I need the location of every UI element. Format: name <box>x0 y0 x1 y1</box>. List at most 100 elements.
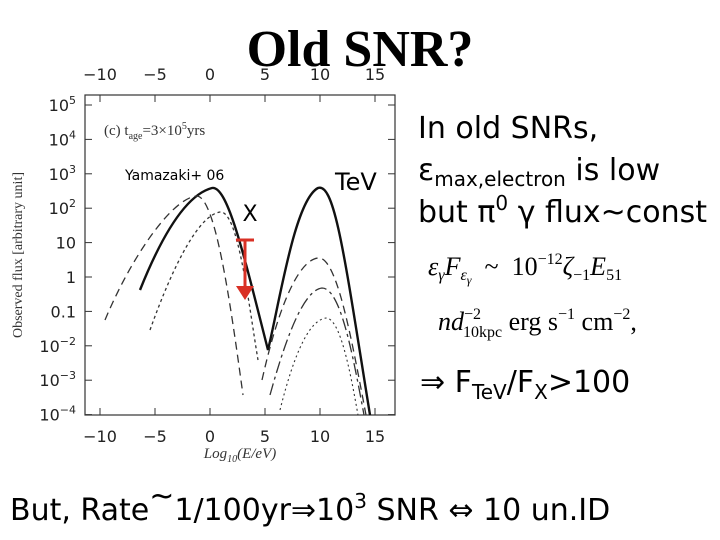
top-tick-label: −10 <box>83 65 117 84</box>
top-tick-label: −5 <box>143 65 167 84</box>
y-axis-label: Observed flux [arbitrary unit] <box>11 172 26 338</box>
y-tick-exp: 4 <box>69 128 76 141</box>
bottom-sup: 3 <box>354 489 367 513</box>
y-tick-base: 0.1 <box>51 302 76 321</box>
pion-curve <box>269 287 365 416</box>
plot-frame <box>84 94 396 416</box>
y-tick-exp: 3 <box>69 163 76 176</box>
f-part: nd <box>438 307 465 336</box>
y-tick-base: 10 <box>39 406 59 425</box>
panel-sup: 5 <box>182 121 187 132</box>
y-tick-base: 10 <box>49 199 69 218</box>
f-part: ζ <box>563 252 575 281</box>
note-part: ε <box>418 153 434 188</box>
f-part: F <box>444 252 462 281</box>
panel-part: yrs <box>187 123 205 139</box>
y-tick-base: 10 <box>49 130 69 149</box>
ic-curve <box>261 257 367 416</box>
note-sub: max,electron <box>434 167 566 191</box>
bottom-tick-label: 0 <box>205 427 215 446</box>
bottom-tick-label: 5 <box>260 427 270 446</box>
top-tick-label: 0 <box>205 65 215 84</box>
bottom-line: But, Rate~1/100yr⇒103 SNR ⇔ 10 un.ID <box>10 479 610 528</box>
y-tick-exp: −3 <box>60 369 76 382</box>
y-tick-exp: 5 <box>69 94 76 107</box>
top-tick-label: 15 <box>365 65 385 84</box>
bottom-tick-label: −10 <box>83 427 117 446</box>
f-part: ε <box>428 252 439 281</box>
panel-part: =3×10 <box>142 123 181 139</box>
y-tick-base: 10 <box>39 337 59 356</box>
note-line: but π0 γ flux~const <box>418 191 707 230</box>
panel-part: (c) t <box>104 123 129 139</box>
note-line: In old SNRs, <box>418 111 598 146</box>
bottom-tick-label: −5 <box>143 427 167 446</box>
y-tick-exp: −4 <box>60 404 76 417</box>
note-part: but π <box>418 195 495 230</box>
tev-band-label: TeV <box>334 168 377 196</box>
f-sub: 10kpc <box>463 324 502 341</box>
f-part: erg s <box>502 307 558 336</box>
ratio-part: ⇒ F <box>420 365 472 400</box>
panel-sub: age <box>129 131 143 142</box>
f-sup: −2 <box>464 306 481 323</box>
top-tick-label: 10 <box>310 65 330 84</box>
ratio-sub: TeV <box>471 380 507 404</box>
f-sub: γ <box>467 273 472 287</box>
panel-label: (c) tage=3×105yrs <box>104 121 205 142</box>
bottom-part: But, Rate <box>10 493 149 528</box>
y-tick-exp: −2 <box>60 335 76 348</box>
note-part: γ flux~const <box>508 195 707 230</box>
x-band-label: X <box>242 202 257 227</box>
y-tick-base: 10 <box>56 234 76 253</box>
y-tick-base: 1 <box>66 268 76 287</box>
ratio-sub: X <box>534 380 548 404</box>
figure: −10 −5 0 5 10 15−10 −5 0 5 10 151051041031021010.1… <box>11 65 396 465</box>
f-sub: ε <box>460 267 467 284</box>
bottom-part: 1/100yr⇒10 <box>174 493 354 528</box>
y-tick-label: 0.1 <box>51 302 76 321</box>
ticks: −10 −5 0 5 10 15−10 −5 0 5 10 151051041031021010.1… <box>39 65 395 446</box>
note-line: εmax,electron is low <box>418 153 660 191</box>
formula: εγFεγ ~ 10−12ζ−1E51 <box>428 251 622 287</box>
upper-limit-head <box>236 286 254 300</box>
y-tick-label: 104 <box>49 128 76 149</box>
y-tick-base: 10 <box>49 96 69 115</box>
f-sub: γ <box>438 267 445 284</box>
f-sub: 51 <box>606 267 622 284</box>
y-tick-base: 10 <box>39 371 59 390</box>
f-part: E <box>589 252 606 281</box>
note-part: is low <box>566 153 660 188</box>
f-sub: −1 <box>573 267 590 284</box>
y-tick-label: 103 <box>49 163 76 184</box>
f-sup: −12 <box>538 251 563 268</box>
y-tick-label: 102 <box>49 197 76 218</box>
formula: nd−2 10kpc erg s−1 cm−2, <box>438 306 637 341</box>
ratio-part: >100 <box>548 365 630 400</box>
note-sup: 0 <box>495 191 508 215</box>
bottom-tilde: ~ <box>149 479 174 514</box>
x-label-sub: 10 <box>227 454 237 465</box>
synchrotron-curve-2 <box>149 211 259 361</box>
bottom-part: SNR ⇔ 10 un.ID <box>367 493 610 528</box>
ratio-part: /F <box>507 365 534 400</box>
x-label-part: Log <box>203 446 228 462</box>
brems-curve <box>279 317 359 416</box>
top-tick-label: 5 <box>260 65 270 84</box>
y-tick-label: 10 <box>56 234 76 253</box>
synchrotron-curve <box>104 195 244 396</box>
f-sup: −1 <box>558 306 575 323</box>
y-tick-exp: 2 <box>69 197 76 210</box>
x-label-part: (E/eV) <box>237 446 276 462</box>
x-axis-label: Log10(E/eV) <box>203 446 276 465</box>
f-sup: −2 <box>613 306 630 323</box>
f-part: , <box>630 307 637 336</box>
ratio-line: ⇒ FTeV/FX>100 <box>420 365 630 404</box>
y-tick-label: 10−2 <box>39 335 76 356</box>
citation: Yamazaki+ 06 <box>124 168 224 184</box>
y-tick-label: 10−3 <box>39 369 76 390</box>
y-tick-label: 1 <box>66 268 76 287</box>
f-part: cm <box>575 307 613 336</box>
